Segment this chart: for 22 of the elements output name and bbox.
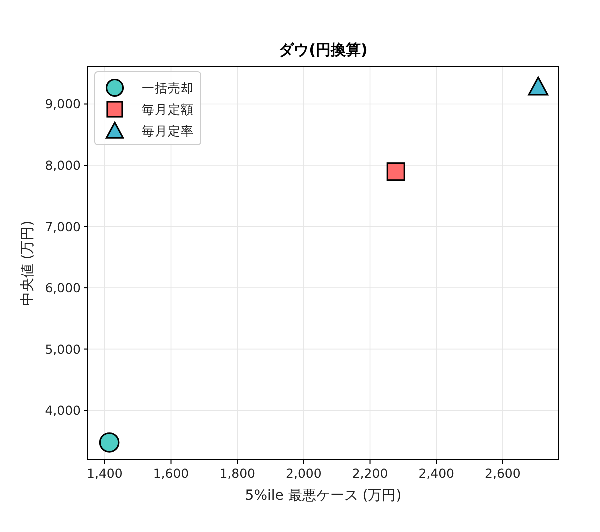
x-axis-title: 5%ile 最悪ケース (万円) (245, 488, 402, 504)
x-tick-label: 1,800 (220, 466, 256, 481)
point (99, 432, 120, 453)
legend-label: 毎月定額 (142, 102, 194, 117)
y-tick-label: 6,000 (45, 280, 82, 296)
y-tick-label: 5,000 (45, 342, 82, 357)
y-tick-label: 9,000 (45, 96, 82, 112)
x-tick-label: 2,600 (485, 466, 521, 481)
x-tick-label: 2,000 (286, 466, 322, 481)
y-tick-label: 8,000 (45, 158, 82, 174)
point (528, 76, 549, 96)
chart-title: ダウ(円換算) (279, 41, 368, 59)
x-tick-label: 1,600 (153, 466, 190, 481)
x-tick-label: 1,400 (87, 466, 123, 481)
y-tick-label: 4,000 (45, 403, 82, 418)
y-tick-label: 7,000 (45, 219, 82, 234)
x-tick-label: 2,400 (418, 466, 455, 481)
y-axis-title: 中央値 (万円) (20, 220, 36, 306)
point (386, 162, 406, 182)
legend-label: 一括売却 (142, 80, 194, 96)
x-tick-label: 2,200 (352, 466, 388, 481)
legend-label: 毎月定率 (142, 124, 194, 138)
